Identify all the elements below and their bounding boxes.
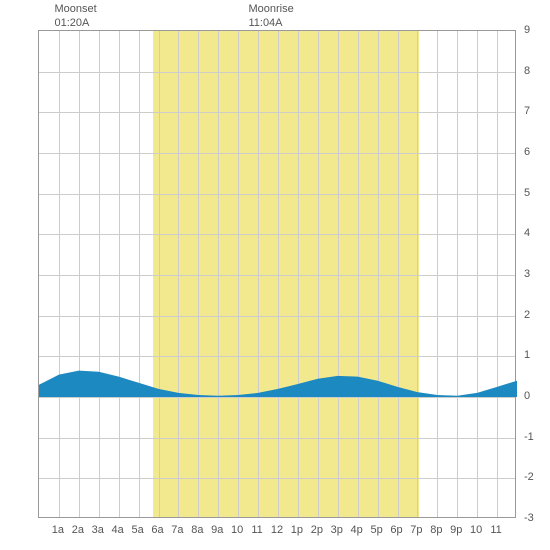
x-tick-label: 5p — [370, 524, 382, 536]
x-tick-label: 2a — [72, 524, 84, 536]
tide-area — [39, 31, 517, 519]
y-tick-label: 0 — [524, 390, 530, 402]
x-tick-label: 8p — [430, 524, 442, 536]
x-tick-label: 1p — [291, 524, 303, 536]
y-tick-label: 1 — [524, 349, 530, 361]
x-tick-label: 4a — [112, 524, 124, 536]
x-tick-label: 11 — [490, 524, 501, 536]
y-tick-label: 6 — [524, 146, 530, 158]
x-tick-label: 4p — [351, 524, 363, 536]
x-tick-label: 3a — [92, 524, 104, 536]
annotation-time: 11:04A — [248, 16, 293, 30]
y-tick-label: 2 — [524, 309, 530, 321]
y-tick-label: 3 — [524, 268, 530, 280]
x-tick-label: 7p — [410, 524, 422, 536]
y-tick-label: -1 — [524, 431, 534, 443]
y-tick-label: -3 — [524, 512, 534, 524]
x-tick-label: 5a — [131, 524, 143, 536]
annotation-title: Moonrise — [248, 2, 293, 16]
y-tick-label: 5 — [524, 187, 530, 199]
y-tick-label: 7 — [524, 105, 530, 117]
x-tick-label: 1a — [52, 524, 64, 536]
y-tick-label: -2 — [524, 471, 534, 483]
moon-annotation: Moonrise11:04A — [248, 2, 293, 31]
x-tick-label: 7a — [171, 524, 183, 536]
x-tick-label: 11 — [251, 524, 262, 536]
annotation-title: Moonset — [54, 2, 96, 16]
x-tick-label: 10 — [470, 524, 482, 536]
y-tick-label: 8 — [524, 65, 530, 77]
x-tick-label: 6p — [390, 524, 402, 536]
x-tick-label: 10 — [231, 524, 243, 536]
x-tick-label: 8a — [191, 524, 203, 536]
x-tick-label: 3p — [331, 524, 343, 536]
y-tick-label: 4 — [524, 227, 530, 239]
x-tick-label: 12 — [271, 524, 283, 536]
x-tick-label: 2p — [311, 524, 323, 536]
x-tick-label: 9a — [211, 524, 223, 536]
annotation-time: 01:20A — [54, 16, 96, 30]
tide-chart: 1a2a3a4a5a6a7a8a9a1011121p2p3p4p5p6p7p8p… — [0, 0, 550, 550]
moon-annotation: Moonset01:20A — [54, 2, 96, 31]
plot-area — [38, 30, 516, 518]
y-tick-label: 9 — [524, 24, 530, 36]
x-tick-label: 9p — [450, 524, 462, 536]
x-tick-label: 6a — [151, 524, 163, 536]
